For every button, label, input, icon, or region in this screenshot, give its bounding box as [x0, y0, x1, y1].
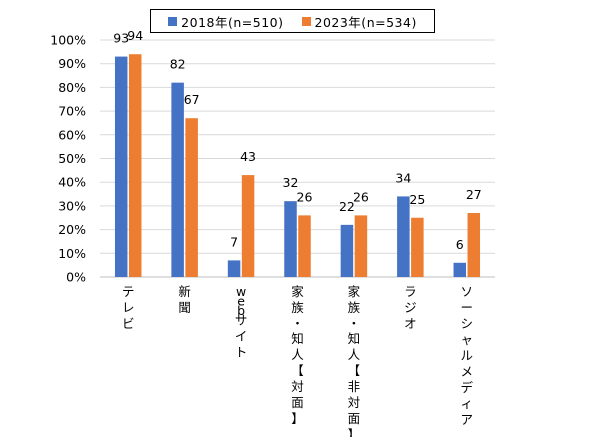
y-tick-label: 80%: [58, 80, 86, 95]
y-tick-label: 30%: [58, 198, 86, 213]
x-tick-label: 家族・知人【対面】: [291, 284, 304, 426]
y-tick-label: 50%: [58, 151, 86, 166]
y-tick-label: 90%: [58, 56, 86, 71]
y-tick-label: 60%: [58, 127, 86, 142]
y-tick-label: 0%: [66, 270, 86, 285]
data-label: 43: [240, 149, 256, 164]
data-label: 25: [409, 192, 425, 207]
data-label: 32: [283, 175, 299, 190]
legend-swatch-2023: [301, 16, 311, 26]
bars: [114, 54, 481, 278]
bar-2018: [397, 196, 410, 277]
bar-2023: [241, 175, 255, 277]
legend-label-2023: 2023年(n=534): [314, 14, 417, 30]
legend: 2018年(n=510) 2023年(n=534): [150, 9, 435, 33]
legend-item-2018: 2018年(n=510): [168, 12, 283, 31]
y-tick-label: 70%: [58, 104, 86, 119]
bar-2023: [411, 217, 424, 277]
x-tick-label: ラジオ: [404, 284, 417, 331]
bar-2023: [128, 54, 142, 277]
gridlines: [100, 39, 495, 278]
data-label: 26: [353, 189, 369, 204]
bar-2023: [467, 213, 481, 277]
bar-2018: [340, 224, 354, 277]
bar-2018: [284, 201, 297, 277]
x-tick-label: ソーシャルメディア: [461, 284, 474, 427]
bar-2018: [453, 262, 467, 277]
bar-2018: [114, 56, 128, 278]
legend-label-2018: 2018年(n=510): [181, 14, 284, 30]
data-label: 26: [297, 189, 313, 204]
bar-2023: [185, 118, 198, 278]
x-tick-label: テレビ: [122, 284, 135, 331]
data-label: 67: [184, 92, 200, 107]
x-tick-label: 家族・知人【非対面】: [348, 284, 361, 437]
y-tick-label: 100%: [50, 33, 86, 48]
y-tick-label: 40%: [58, 175, 86, 190]
legend-swatch-2018: [168, 16, 178, 26]
bar-2018: [227, 260, 241, 277]
y-tick-label: 20%: [58, 222, 86, 237]
x-axis-labels: テレビ 新聞 w e b サイト 家族・知人【対面】 家族・知人【非対面】 ラジオ ソーシャルメデ…: [122, 284, 474, 437]
data-label: 93: [113, 31, 129, 46]
bar-2023: [354, 215, 368, 277]
data-label: 34: [395, 170, 411, 185]
y-tick-label: 10%: [58, 246, 86, 261]
data-label: 82: [170, 57, 186, 72]
data-label: 94: [127, 28, 143, 43]
y-axis-ticks: 0% 10% 20% 30% 40% 50% 60% 70% 80% 90% 100%: [50, 33, 86, 285]
data-label: 22: [339, 199, 355, 214]
data-label: 7: [230, 234, 238, 249]
legend-item-2023: 2023年(n=534): [301, 12, 417, 31]
data-label: 27: [466, 187, 482, 202]
x-tick-label: w e b サイト: [235, 284, 248, 360]
x-tick-label: 新聞: [178, 284, 191, 315]
bar-2023: [298, 215, 311, 277]
data-label: 6: [456, 237, 464, 252]
bar-2018: [171, 82, 184, 277]
